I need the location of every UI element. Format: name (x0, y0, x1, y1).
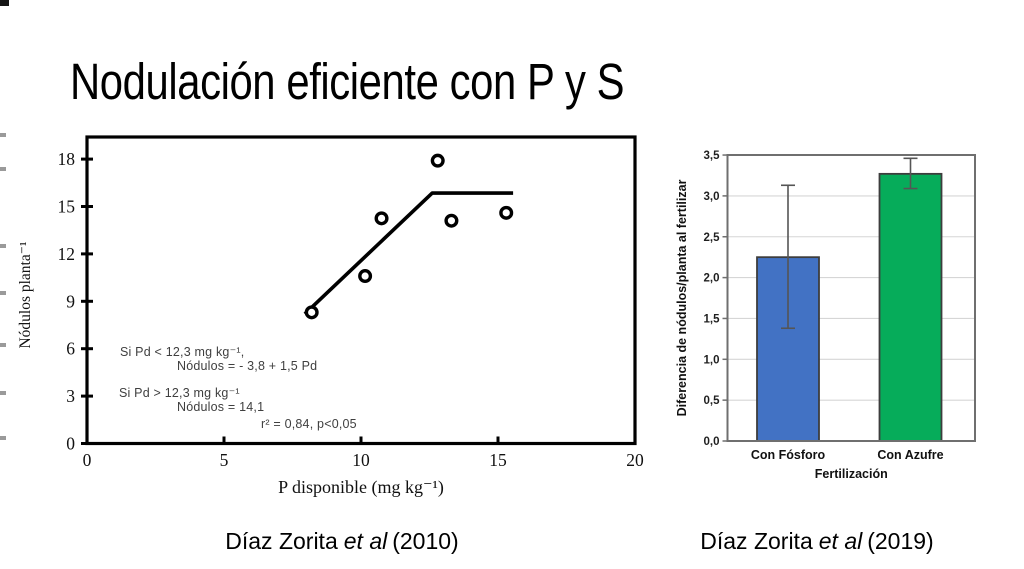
svg-text:0,5: 0,5 (704, 395, 721, 407)
svg-text:18: 18 (58, 149, 76, 169)
svg-text:15: 15 (58, 197, 76, 217)
error-bars (781, 157, 918, 330)
svg-text:5: 5 (220, 450, 229, 470)
svg-text:3: 3 (66, 386, 75, 406)
svg-text:6: 6 (66, 339, 75, 359)
citation-etal: et al (818, 528, 863, 554)
svg-text:2,0: 2,0 (704, 273, 720, 285)
data-point (430, 153, 445, 168)
data-points (304, 153, 514, 320)
svg-text:Con Azufre: Con Azufre (877, 448, 943, 462)
x-axis: Con Fósforo Con Azufre (751, 448, 944, 462)
svg-text:3,0: 3,0 (704, 191, 720, 203)
y-axis: 0 3 6 9 12 15 18 (58, 149, 93, 454)
scan-artifact (0, 244, 6, 248)
svg-text:1,5: 1,5 (704, 313, 721, 325)
svg-text:15: 15 (489, 450, 507, 470)
scan-artifact (0, 133, 6, 137)
x-axis-title: Fertilización (815, 467, 888, 481)
scan-artifact-corner (0, 0, 9, 6)
citation-author: Díaz Zorita (700, 528, 813, 554)
svg-text:9: 9 (66, 291, 75, 311)
svg-text:20: 20 (626, 450, 644, 470)
svg-text:Si Pd < 12,3 mg kg⁻¹,: Si Pd < 12,3 mg kg⁻¹, (120, 345, 244, 359)
svg-text:2,5: 2,5 (704, 232, 721, 244)
bar-plot: 0,0 0,5 1,0 1,5 2,0 2,5 3,0 3,5 Con Fósforo Con A… (675, 150, 976, 481)
data-point (374, 211, 389, 226)
scan-artifact (0, 167, 6, 171)
bar-1 (878, 172, 943, 442)
bars (756, 172, 943, 442)
y-axis-title: Diferencia de nódulos/planta al fertiliz… (675, 179, 689, 416)
svg-text:0: 0 (66, 434, 75, 454)
citation-2019: Díaz Zorita et al (2019) (657, 528, 977, 555)
citation-2010: Díaz Zorita et al (2010) (182, 528, 502, 555)
citation-etal: et al (343, 528, 388, 554)
citation-year: (2010) (392, 528, 459, 554)
y-axis: 0,0 0,5 1,0 1,5 2,0 2,5 3,0 3,5 (704, 150, 728, 448)
citation-year: (2019) (867, 528, 934, 554)
citation-author: Díaz Zorita (225, 528, 338, 554)
equation-annotations: Si Pd < 12,3 mg kg⁻¹,Nódulos = - 3,8 + 1… (119, 345, 357, 431)
x-axis-title: P disponible (mg kg⁻¹) (278, 477, 444, 498)
data-point (358, 269, 373, 284)
svg-text:0,0: 0,0 (704, 436, 720, 448)
data-point (499, 205, 514, 220)
svg-text:1,0: 1,0 (704, 354, 720, 366)
slide-title: Nodulación eficiente con P y S (70, 53, 625, 110)
svg-text:0: 0 (83, 450, 92, 470)
data-point (444, 213, 459, 228)
svg-text:10: 10 (352, 450, 370, 470)
y-axis-title: Nódulos planta⁻¹ (17, 241, 34, 348)
svg-text:Con Fósforo: Con Fósforo (751, 448, 826, 462)
svg-text:12: 12 (58, 244, 76, 264)
svg-text:Nódulos = - 3,8 + 1,5 Pd: Nódulos = - 3,8 + 1,5 Pd (177, 359, 317, 373)
scan-artifact (0, 391, 6, 395)
fit-line (303, 191, 514, 316)
x-axis: 0 5 10 15 20 (83, 436, 644, 470)
scan-artifact (0, 343, 6, 347)
svg-text:Nódulos = 14,1: Nódulos = 14,1 (177, 400, 264, 414)
scan-artifact (0, 436, 6, 440)
svg-text:r² = 0,84, p<0,05: r² = 0,84, p<0,05 (261, 417, 357, 431)
svg-text:3,5: 3,5 (704, 150, 721, 162)
plot-box (726, 154, 976, 442)
svg-text:Si Pd > 12,3 mg kg⁻¹: Si Pd > 12,3 mg kg⁻¹ (119, 386, 240, 400)
scan-artifact (0, 291, 6, 295)
data-point (304, 305, 319, 320)
